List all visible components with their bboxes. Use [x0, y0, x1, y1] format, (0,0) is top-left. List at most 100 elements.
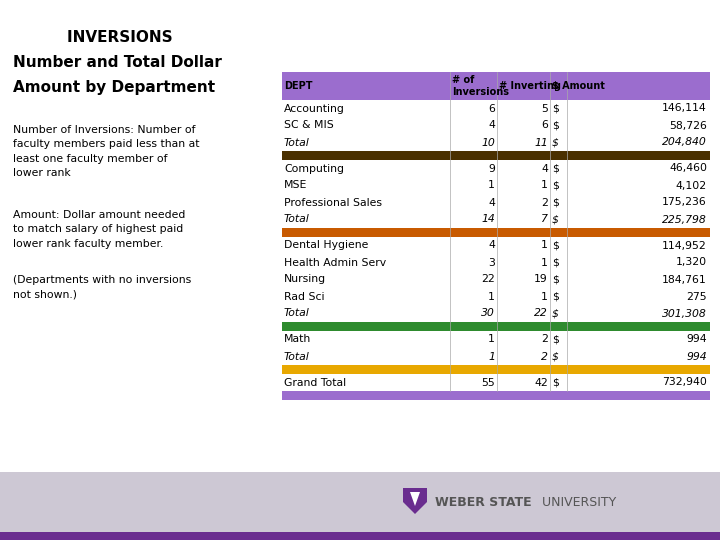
Text: 14: 14	[481, 214, 495, 225]
Text: Number of Inversions: Number of
faculty members paid less than at
least one facu: Number of Inversions: Number of faculty …	[13, 125, 199, 178]
Text: 175,236: 175,236	[662, 198, 707, 207]
Bar	[282, 288, 710, 305]
Text: 2: 2	[541, 334, 548, 345]
Bar	[282, 134, 710, 151]
Text: 1: 1	[541, 180, 548, 191]
Text: Nursing: Nursing	[284, 274, 326, 285]
Bar	[282, 100, 710, 117]
Bar	[282, 237, 710, 254]
Text: $: $	[552, 274, 559, 285]
Text: 9: 9	[488, 164, 495, 173]
Text: 1,320: 1,320	[676, 258, 707, 267]
Bar	[282, 177, 710, 194]
Bar	[282, 271, 710, 288]
Text: $: $	[552, 180, 559, 191]
Text: 4: 4	[541, 164, 548, 173]
Text: $: $	[552, 240, 559, 251]
Text: 42: 42	[534, 377, 548, 388]
Text: 184,761: 184,761	[662, 274, 707, 285]
Text: 1: 1	[541, 258, 548, 267]
Text: 1: 1	[541, 240, 548, 251]
Text: $: $	[552, 352, 559, 361]
Bar	[282, 331, 710, 348]
Bar	[282, 348, 710, 365]
Bar	[282, 194, 710, 211]
Text: Accounting: Accounting	[284, 104, 345, 113]
Text: $: $	[552, 198, 559, 207]
Text: 19: 19	[534, 274, 548, 285]
Text: 6: 6	[541, 120, 548, 131]
Bar	[282, 72, 710, 100]
Text: $: $	[552, 308, 559, 319]
Text: 6: 6	[488, 104, 495, 113]
Text: 30: 30	[481, 308, 495, 319]
Bar	[282, 391, 710, 400]
Text: MSE: MSE	[284, 180, 307, 191]
Text: $: $	[552, 138, 559, 147]
Text: INVERSIONS: INVERSIONS	[46, 30, 173, 45]
Text: Amount: Dollar amount needed
to match salary of highest paid
lower rank faculty : Amount: Dollar amount needed to match sa…	[13, 210, 185, 249]
Text: Total: Total	[284, 214, 310, 225]
Text: Grand Total: Grand Total	[284, 377, 346, 388]
Text: 994: 994	[686, 352, 707, 361]
Bar	[282, 211, 710, 228]
Text: 4,102: 4,102	[676, 180, 707, 191]
Text: Rad Sci: Rad Sci	[284, 292, 325, 301]
Text: 22: 22	[481, 274, 495, 285]
Bar	[282, 117, 710, 134]
Text: $: $	[552, 334, 559, 345]
Text: Professional Sales: Professional Sales	[284, 198, 382, 207]
Text: Computing: Computing	[284, 164, 344, 173]
Text: 58,726: 58,726	[669, 120, 707, 131]
Text: $: $	[552, 377, 559, 388]
Text: 275: 275	[686, 292, 707, 301]
Text: 10: 10	[481, 138, 495, 147]
Text: 225,798: 225,798	[662, 214, 707, 225]
Text: 994: 994	[686, 334, 707, 345]
Polygon shape	[403, 488, 427, 514]
Text: 301,308: 301,308	[662, 308, 707, 319]
Text: 2: 2	[541, 198, 548, 207]
Text: Math: Math	[284, 334, 311, 345]
Bar	[282, 151, 710, 160]
Text: $: $	[552, 214, 559, 225]
Text: (Departments with no inversions
not shown.): (Departments with no inversions not show…	[13, 275, 192, 299]
Bar	[282, 160, 710, 177]
Text: $: $	[552, 104, 559, 113]
Text: 5: 5	[541, 104, 548, 113]
Text: 22: 22	[534, 308, 548, 319]
Text: 2: 2	[541, 352, 548, 361]
Text: Dental Hygiene: Dental Hygiene	[284, 240, 369, 251]
Text: # Inverting: # Inverting	[499, 81, 561, 91]
Text: Number and Total Dollar: Number and Total Dollar	[13, 55, 222, 70]
Text: 3: 3	[488, 258, 495, 267]
Text: 55: 55	[481, 377, 495, 388]
Bar	[282, 254, 710, 271]
Text: DEPT: DEPT	[284, 81, 312, 91]
Text: Total: Total	[284, 352, 310, 361]
Text: 1: 1	[488, 292, 495, 301]
Text: 146,114: 146,114	[662, 104, 707, 113]
Text: 4: 4	[488, 240, 495, 251]
Text: 1: 1	[541, 292, 548, 301]
Text: 114,952: 114,952	[662, 240, 707, 251]
Text: 4: 4	[488, 120, 495, 131]
Text: 1: 1	[488, 352, 495, 361]
Text: Health Admin Serv: Health Admin Serv	[284, 258, 386, 267]
Bar	[282, 228, 710, 237]
Text: Amount by Department: Amount by Department	[13, 80, 215, 95]
Text: $: $	[552, 120, 559, 131]
Text: 11: 11	[534, 138, 548, 147]
Bar	[282, 374, 710, 391]
Text: # of
Inversions: # of Inversions	[452, 75, 509, 97]
Text: WEBER STATE: WEBER STATE	[435, 496, 531, 509]
Text: $: $	[552, 164, 559, 173]
Bar	[0, 472, 720, 532]
Text: 7: 7	[541, 214, 548, 225]
Bar	[282, 322, 710, 331]
Text: 46,460: 46,460	[669, 164, 707, 173]
Bar	[282, 365, 710, 374]
Text: 1: 1	[488, 180, 495, 191]
Text: 204,840: 204,840	[662, 138, 707, 147]
Text: Total: Total	[284, 308, 310, 319]
